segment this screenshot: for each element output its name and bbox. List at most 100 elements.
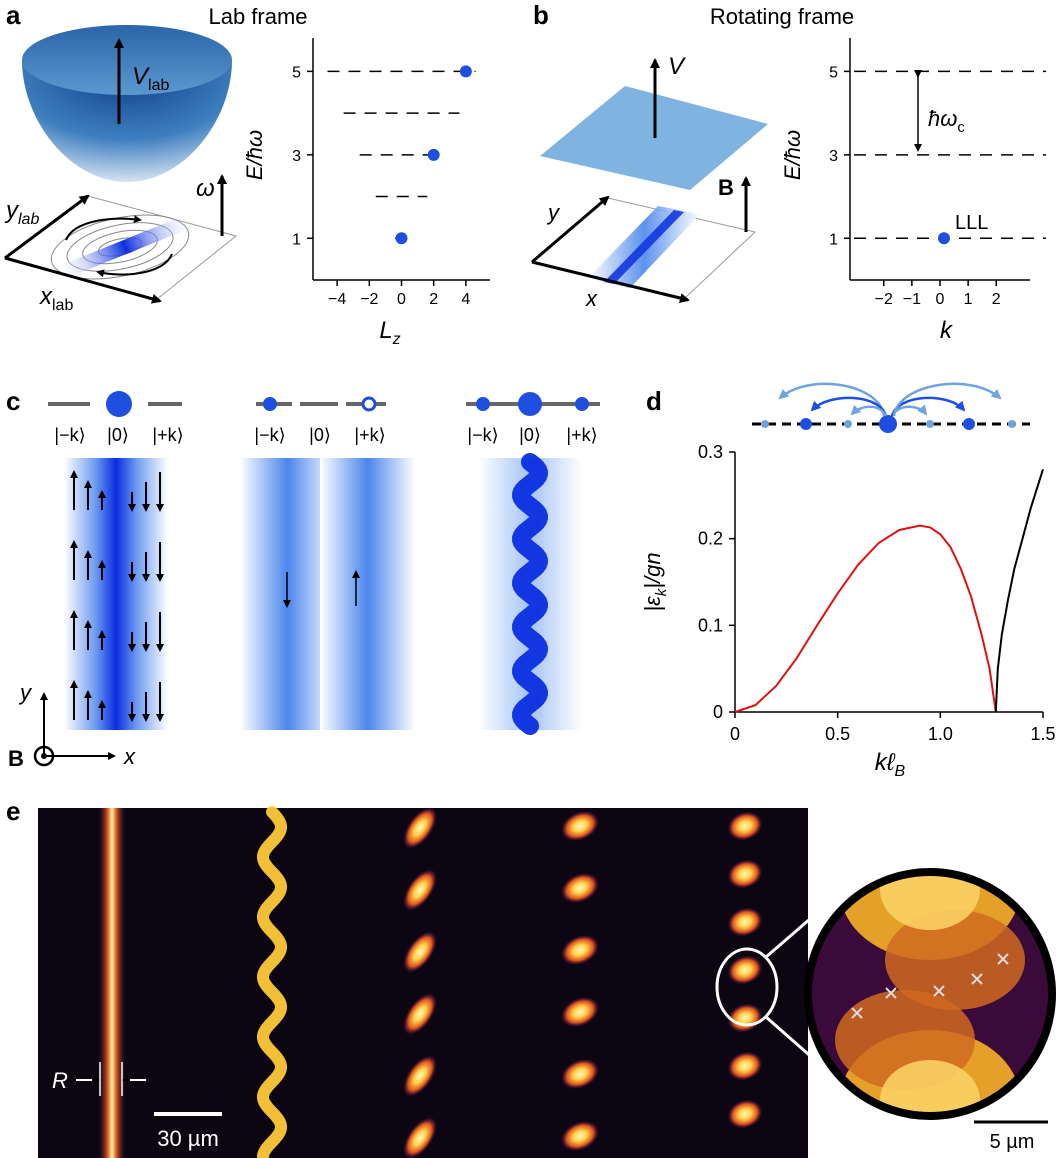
field-b-label: B — [718, 175, 734, 200]
velocity-arrows — [70, 470, 164, 722]
state-minus-k-dot — [263, 397, 277, 411]
b-y-label: y — [546, 200, 561, 225]
b-x-label: x — [585, 286, 598, 311]
c-density-3 — [478, 453, 582, 735]
ket-minus-k: |−k⟩ — [467, 425, 498, 445]
y-lab-label: ylab — [4, 197, 39, 228]
c-y-label: y — [18, 680, 33, 705]
droplet-column-2 — [403, 807, 437, 1158]
droplet — [727, 1099, 763, 1129]
scale-left-label: 30 µm — [157, 1126, 219, 1151]
c-states-3: |−k⟩ |0⟩ |+k⟩ — [466, 392, 600, 445]
ket-zero: |0⟩ — [309, 425, 331, 445]
bogoliubov-spectrum-plot: 0 0.5 1.0 1.5 0 0.1 0.2 0.3 |εk|/gn kℓB — [640, 442, 1056, 780]
y-tick-label: 3 — [292, 148, 301, 165]
x-tick-label: −4 — [328, 291, 346, 308]
y-tick-label: 0.3 — [698, 442, 723, 462]
absorption-image — [38, 808, 808, 1158]
droplet — [727, 1051, 763, 1081]
ket-zero: |0⟩ — [519, 425, 541, 445]
x-tick-label: 2 — [992, 291, 1001, 308]
vortex-markers — [851, 953, 1009, 1019]
panel-b: b Rotating frame V B y x −2 −1 0 1 2 1 3 5 — [530, 0, 1046, 344]
droplet — [560, 1120, 600, 1152]
y-tick-label: 1 — [292, 231, 301, 248]
droplet — [560, 934, 600, 966]
x-tick-label: 2 — [429, 291, 438, 308]
x-tick-label: −2 — [875, 291, 893, 308]
zoom-inset — [804, 868, 1056, 1120]
droplet — [727, 907, 763, 937]
plane-v-label: V — [668, 53, 686, 80]
c-states-1: |−k⟩ |0⟩ |+k⟩ — [48, 391, 184, 445]
c-density-2 — [240, 458, 415, 730]
x-tick-label: −1 — [903, 291, 921, 308]
panel-d-letter: d — [646, 386, 662, 416]
panel-a-letter: a — [6, 0, 21, 30]
ket-plus-k: |+k⟩ — [152, 425, 183, 445]
droplet — [727, 811, 763, 841]
ket-minus-k: |−k⟩ — [54, 425, 85, 445]
panel-d: d 0 0.5 1.0 1.5 0 0.1 0.2 0.3 |εk|/gn kℓB — [640, 382, 1056, 780]
c-states-2: |−k⟩ |0⟩ |+k⟩ — [254, 396, 386, 445]
energy-levels-rotating-plot: −2 −1 0 1 2 1 3 5 ħωc LLL E/ħω k — [780, 38, 1046, 344]
x-tick-label: 0 — [936, 291, 945, 308]
field-out-icon — [33, 745, 55, 767]
panel-b-letter: b — [533, 0, 549, 30]
droplet — [403, 993, 437, 1035]
x-tick-label: 0.5 — [825, 724, 850, 744]
scale-bar-right: 5 µm — [974, 1120, 1048, 1153]
ket-zero: |0⟩ — [107, 425, 129, 445]
y-tick-label: 1 — [829, 231, 838, 248]
scale-right-label: 5 µm — [990, 1131, 1035, 1153]
panel-e: e R 30 µm — [6, 796, 1056, 1158]
panel-a-title: Lab frame — [208, 4, 307, 29]
rotating-xy-plane: B y x — [530, 175, 757, 311]
lll-label: LLL — [955, 212, 988, 234]
occupied-state-dot — [459, 65, 472, 78]
c-axes: y x B — [8, 680, 136, 771]
energy-levels-lab-plot: −4 −2 0 2 4 1 3 5 E/ħω Lz — [242, 38, 490, 348]
y-tick-label: 5 — [292, 64, 301, 81]
droplet — [560, 1058, 600, 1090]
panel-a: a Lab frame Vlab ω ylab x — [3, 0, 490, 348]
y-tick-label: 0.2 — [698, 529, 723, 549]
panel-e-letter: e — [6, 796, 20, 826]
zoom-region — [715, 947, 779, 1027]
radius-marker: R — [52, 1062, 146, 1096]
panel-c-letter: c — [6, 386, 20, 416]
droplet — [560, 810, 600, 842]
plot-b-xlabel: k — [940, 317, 954, 344]
droplet — [403, 869, 437, 911]
black-branch-curve — [994, 468, 1044, 713]
lab-plane: ω ylab xlab — [3, 174, 238, 314]
x-tick-label: 1.5 — [1030, 724, 1055, 744]
ket-plus-k: |+k⟩ — [354, 425, 385, 445]
y-tick-label: 5 — [829, 64, 838, 81]
state-plus-k-dot — [361, 396, 377, 412]
x-tick-label: 4 — [461, 291, 470, 308]
bowl-label: Vlab — [132, 63, 169, 94]
plot-a-xlabel: Lz — [379, 317, 400, 348]
c-b-label: B — [8, 746, 24, 771]
radius-label: R — [52, 1068, 68, 1093]
x-lab-label: xlab — [39, 283, 73, 314]
x-tick-label: −2 — [360, 291, 378, 308]
panel-c: c |−k⟩ |0⟩ |+k⟩ |−k⟩ |0⟩ |+k⟩ |−k⟩ |0 — [6, 386, 600, 771]
panel-b-title: Rotating frame — [710, 4, 854, 29]
y-tick-label: 0 — [713, 702, 723, 722]
plot-b-ylabel: E/ħω — [780, 130, 805, 180]
scattering-diagram — [752, 382, 1030, 433]
red-branch-curve — [734, 524, 997, 713]
occupied-state-dot — [395, 232, 408, 245]
x-tick-label: 0 — [397, 291, 406, 308]
rotating-potential-plane: V — [540, 53, 768, 190]
cyclotron-gap-label: ħωc — [928, 106, 965, 136]
plot-d-xlabel: kℓB — [875, 749, 906, 780]
y-tick-label: 3 — [829, 148, 838, 165]
droplet — [727, 859, 763, 889]
x-tick-label: 1.0 — [928, 724, 953, 744]
droplet — [403, 1117, 437, 1158]
x-tick-label: 0 — [730, 724, 740, 744]
x-tick-label: 1 — [964, 291, 973, 308]
